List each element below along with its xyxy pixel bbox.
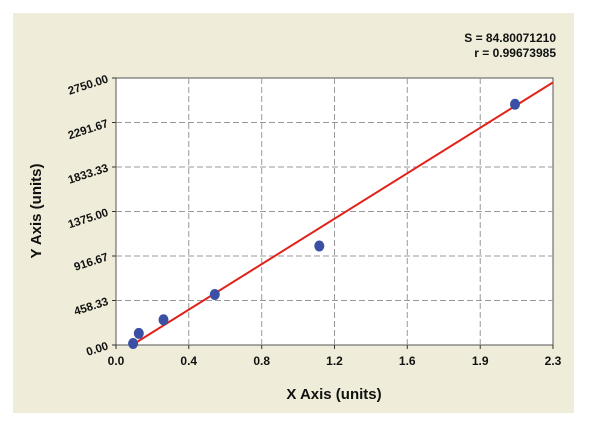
data-point [510, 98, 520, 110]
x-tick-label: 1.6 [399, 354, 416, 368]
y-tick-label: 0.00 [85, 340, 110, 358]
y-tick-label: 1375.00 [67, 207, 110, 231]
y-tick-label: 1833.33 [67, 162, 110, 186]
data-point [158, 314, 169, 326]
y-axis-title: Y Axis (units) [28, 163, 45, 258]
x-tick-label: 0.8 [253, 354, 270, 368]
chart-figure: S = 84.80071210 r = 0.99673985 0.0 0.4 0.8… [13, 13, 574, 413]
data-point [128, 338, 139, 350]
x-axis-title: X Axis (units) [286, 386, 381, 403]
y-tick-label: 2291.67 [67, 118, 110, 142]
s-statistic: S = 84.80071210 [464, 31, 556, 45]
y-tick-labels: 0.00 458.33 916.67 1375.00 1833.33 2291.67 275… [67, 73, 110, 358]
y-tick-label: 2750.00 [67, 73, 110, 97]
r-statistic: r = 0.99673985 [474, 46, 556, 60]
x-tick-label: 1.2 [326, 354, 343, 368]
y-tick-label: 916.67 [73, 251, 110, 273]
x-tick-label: 0.0 [108, 354, 125, 368]
fit-line-layer [131, 81, 554, 346]
regression-line [131, 81, 554, 346]
fit-statistics: S = 84.80071210 r = 0.99673985 [464, 31, 556, 61]
data-point [314, 240, 325, 252]
x-tick-label: 0.4 [180, 354, 197, 368]
chart-canvas: 0.0 0.4 0.8 1.2 1.6 1.9 2.3 0.00 458.33 916.67 13… [28, 73, 562, 403]
data-point [209, 289, 220, 301]
data-point [133, 327, 144, 339]
y-tick-label: 458.33 [73, 296, 110, 318]
data-points [128, 98, 520, 350]
x-tick-labels: 0.0 0.4 0.8 1.2 1.6 1.9 2.3 [108, 354, 562, 368]
grid-lines [112, 77, 554, 349]
x-tick-label: 1.9 [472, 354, 489, 368]
x-tick-label: 2.3 [545, 354, 562, 368]
